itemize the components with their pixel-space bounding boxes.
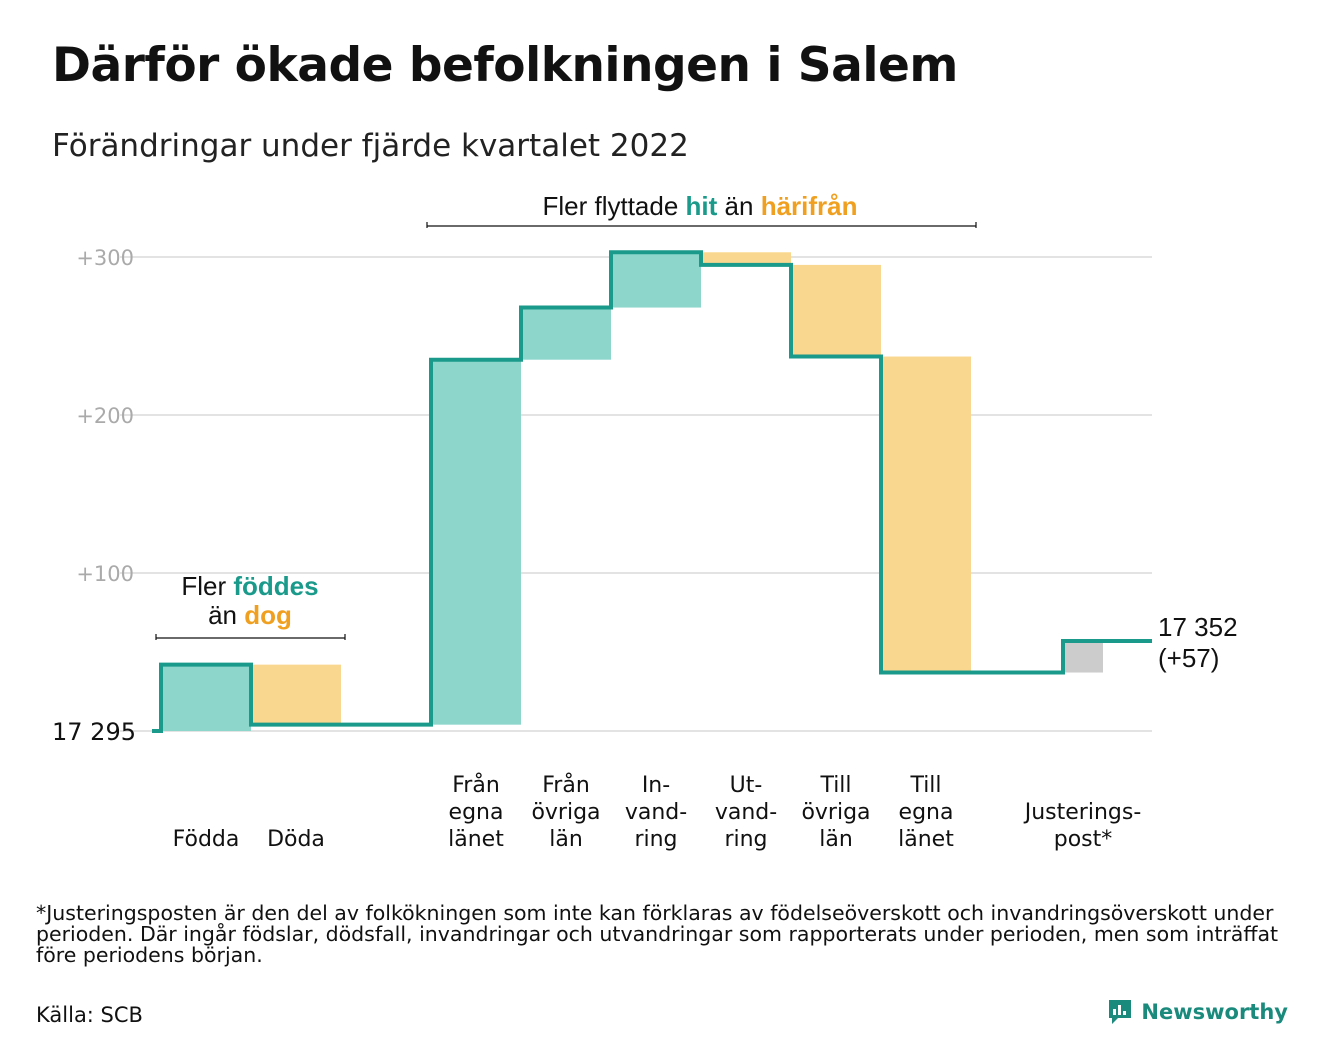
y-tick-label: +300 <box>76 246 134 270</box>
category-label: In- <box>642 773 670 798</box>
chart-title: Därför ökade befolkningen i Salem <box>52 38 958 93</box>
migration-bracket <box>426 222 977 228</box>
chart-subtitle: Förändringar under fjärde kvartalet 2022 <box>52 128 689 164</box>
births-annotation-prefix1: Fler <box>181 571 233 601</box>
waterfall-bar <box>701 252 791 265</box>
births-bracket <box>155 634 346 640</box>
births-annotation-died-word: dog <box>244 600 292 630</box>
category-label: ring <box>634 827 677 852</box>
category-label: Justerings- <box>1023 800 1142 825</box>
waterfall-chart: +100+200+300 Födda DödaFrånegnalänetFrånö… <box>52 191 1238 852</box>
category-label: län <box>549 827 583 852</box>
category-label: egna <box>899 800 954 825</box>
y-tick-label: +200 <box>76 404 134 428</box>
waterfall-bar <box>161 664 251 731</box>
newsworthy-logo-icon <box>1109 1000 1132 1024</box>
waterfall-bar <box>881 356 971 673</box>
footnote: *Justeringsposten är den del av folkökni… <box>36 901 1279 967</box>
category-label: vand- <box>715 800 777 825</box>
category-label: Ut- <box>730 773 763 798</box>
migration-annotation-out-word: härifrån <box>761 191 858 221</box>
grid-layer: +100 +200 +300 <box>76 246 1152 732</box>
line-layer <box>152 250 1152 733</box>
category-label: länet <box>448 827 504 852</box>
births-annotation: Fler föddes än dog <box>155 571 346 640</box>
brand-name: Newsworthy <box>1141 1000 1288 1024</box>
waterfall-bar <box>1063 640 1103 673</box>
births-annotation-line2: än dog <box>208 600 292 630</box>
migration-annotation: Fler flyttade hit än härifrån <box>426 191 977 228</box>
migration-annotation-prefix: Fler flyttade <box>542 191 685 221</box>
end-value-label: 17 352 <box>1158 612 1238 642</box>
brand[interactable]: Newsworthy <box>1107 998 1288 1026</box>
waterfall-bar <box>791 264 881 357</box>
births-annotation-prefix2: än <box>208 600 244 630</box>
category-label: Till <box>819 773 851 798</box>
category-label: post* <box>1054 827 1113 852</box>
category-label: Från <box>452 772 500 798</box>
category-label: vand- <box>625 800 687 825</box>
category-label: övriga <box>801 800 870 825</box>
cumulative-step-line <box>152 250 1152 733</box>
migration-annotation-text: Fler flyttade hit än härifrån <box>542 191 857 221</box>
category-label: Födda <box>173 827 240 852</box>
waterfall-bar <box>431 359 521 725</box>
category-label: Döda <box>267 827 325 852</box>
births-annotation-born-word: föddes <box>233 571 318 601</box>
waterfall-bar <box>611 252 701 308</box>
category-label: övriga <box>531 800 600 825</box>
source-label: Källa: SCB <box>36 1003 143 1027</box>
category-label: Från <box>542 772 590 798</box>
start-value-label: 17 295 <box>52 718 136 746</box>
category-label: egna <box>449 800 504 825</box>
waterfall-bar <box>521 307 611 360</box>
label-layer: Födda DödaFrånegnalänetFrånövrigalänIn-va… <box>52 612 1238 852</box>
waterfall-bar <box>251 664 341 725</box>
category-label: ring <box>724 827 767 852</box>
category-label: län <box>819 827 853 852</box>
end-change-label: (+57) <box>1158 643 1219 673</box>
category-label: Till <box>909 773 941 798</box>
category-label: länet <box>898 827 954 852</box>
migration-annotation-in-word: hit <box>686 191 718 221</box>
migration-annotation-middle: än <box>717 191 760 221</box>
bar-layer <box>161 252 1103 731</box>
y-tick-label: +100 <box>76 562 134 586</box>
births-annotation-line1: Fler föddes <box>181 571 318 601</box>
